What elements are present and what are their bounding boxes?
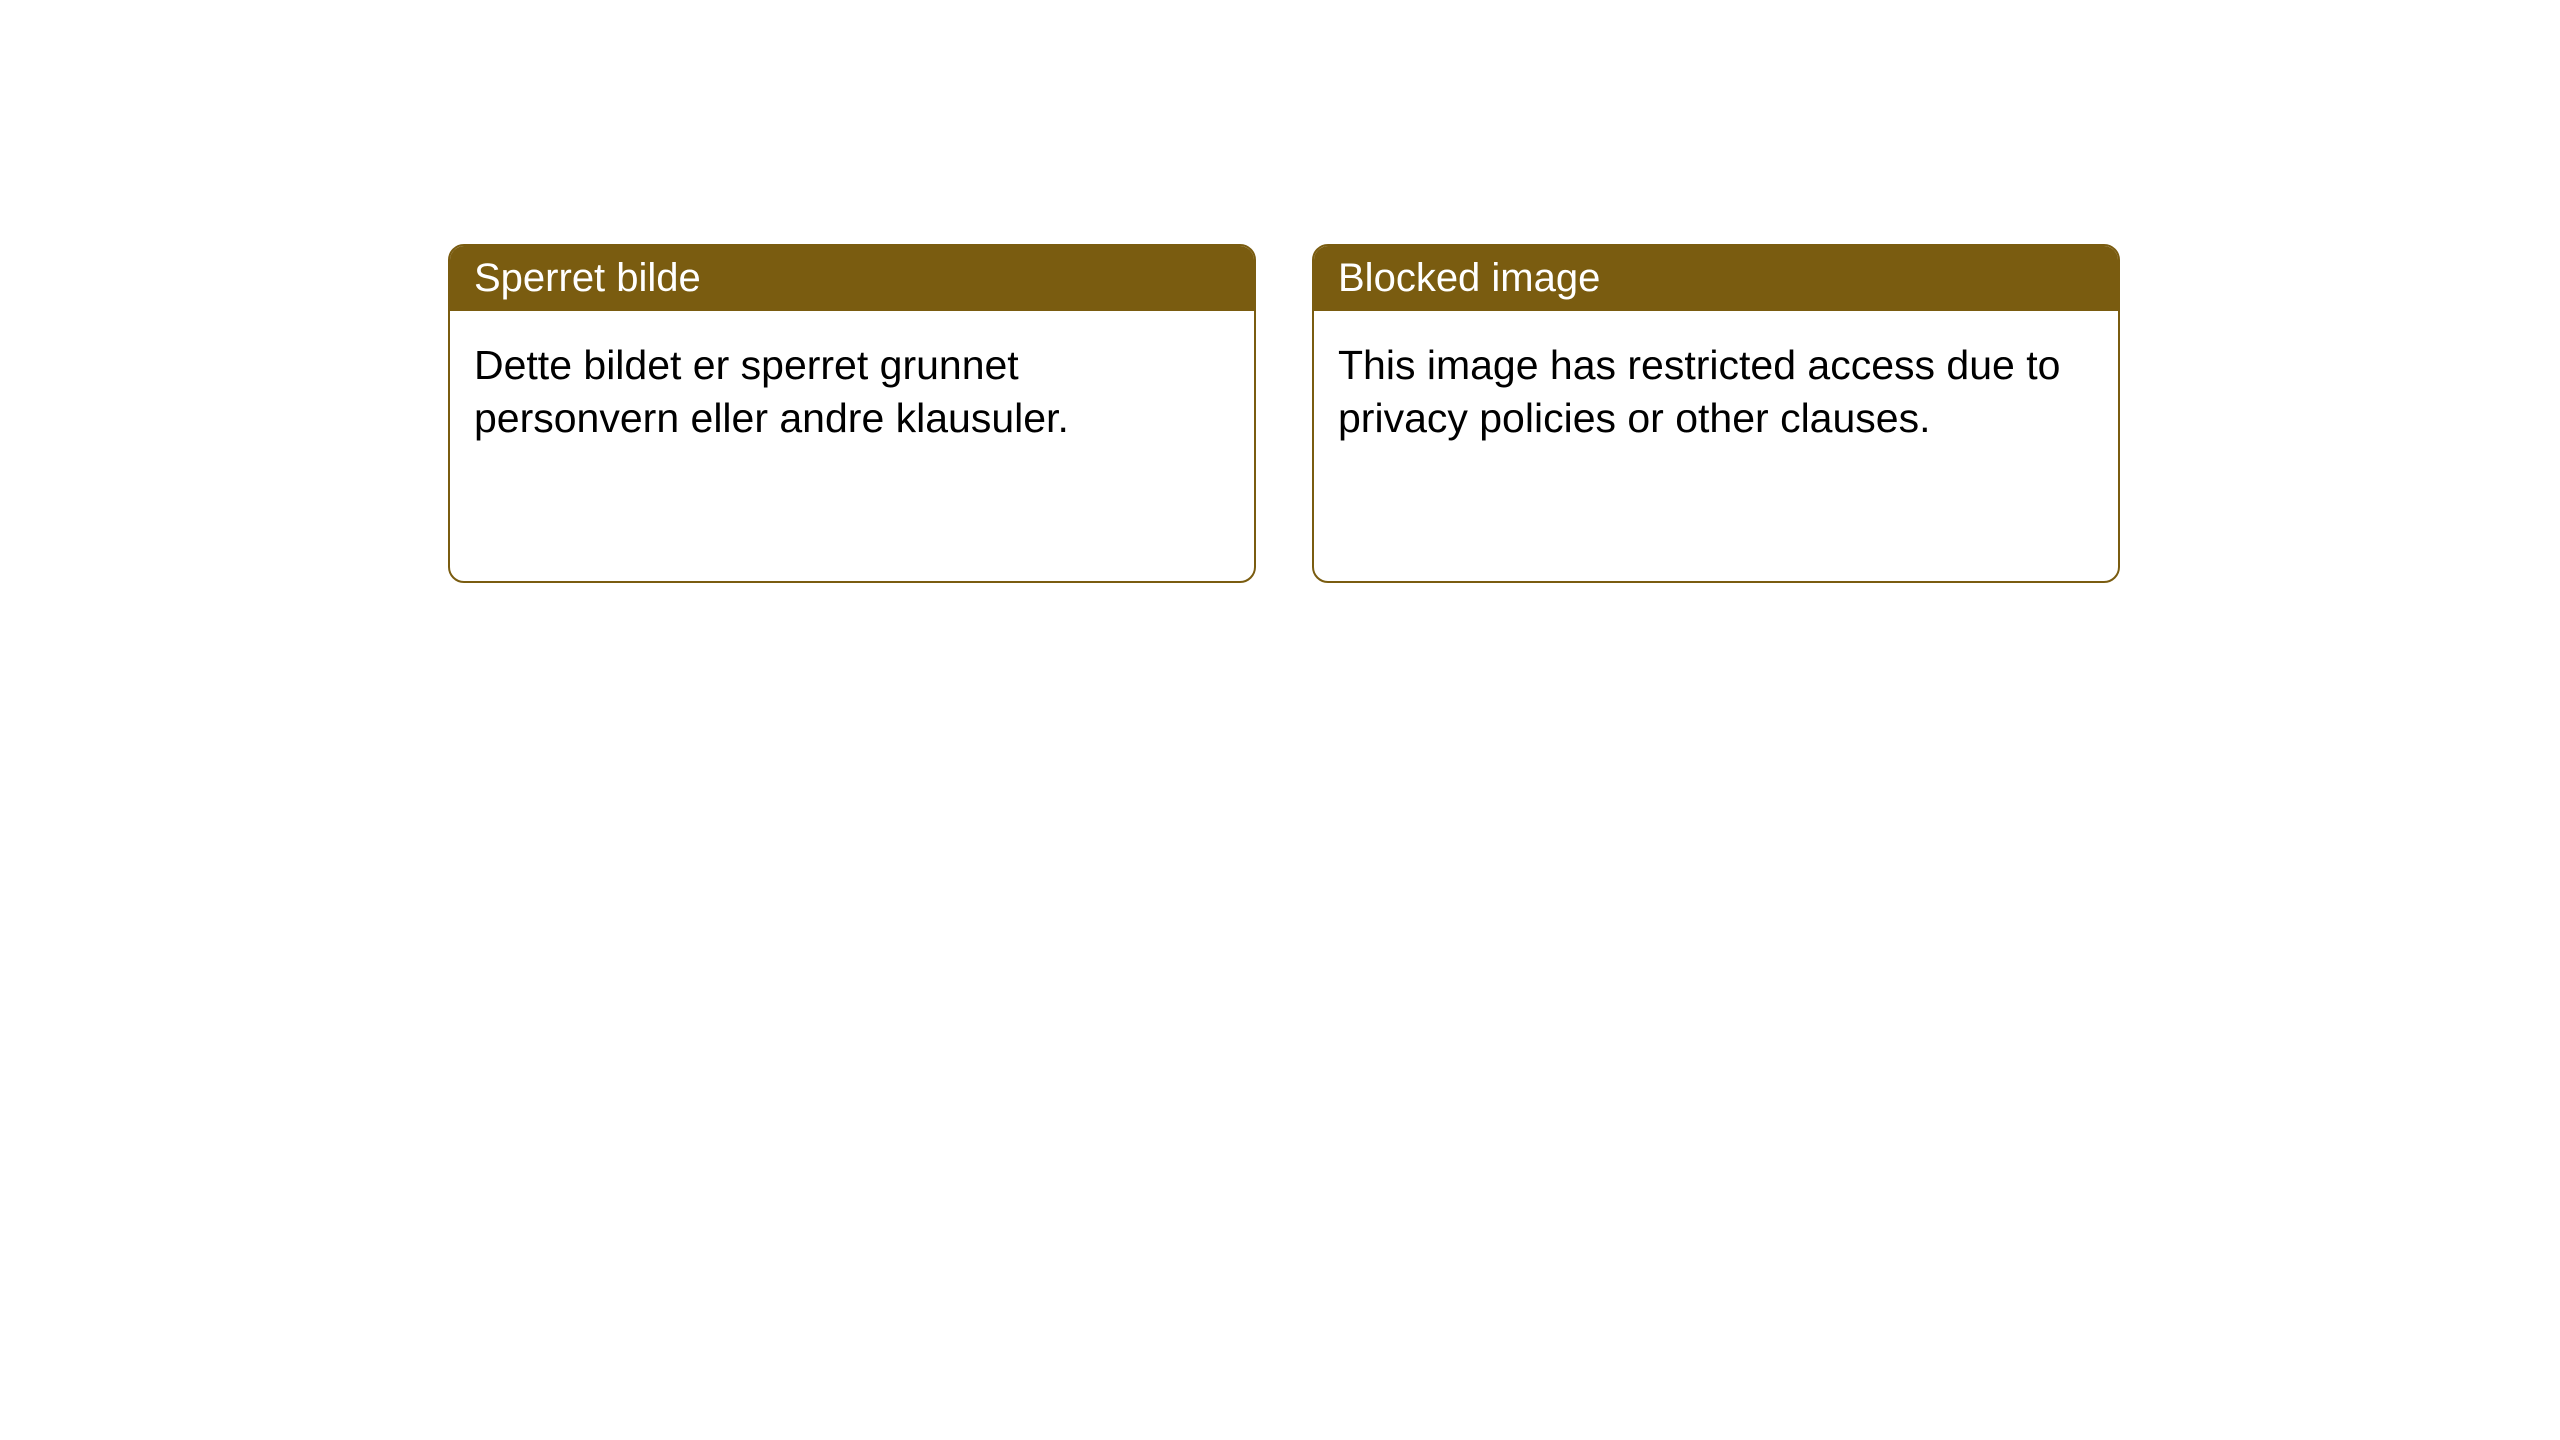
notice-card-norwegian: Sperret bilde Dette bildet er sperret gr… — [448, 244, 1256, 583]
notice-body: Dette bildet er sperret grunnet personve… — [450, 311, 1254, 581]
notice-container: Sperret bilde Dette bildet er sperret gr… — [448, 244, 2120, 583]
notice-title: Sperret bilde — [450, 246, 1254, 311]
notice-title: Blocked image — [1314, 246, 2118, 311]
notice-card-english: Blocked image This image has restricted … — [1312, 244, 2120, 583]
notice-body: This image has restricted access due to … — [1314, 311, 2118, 581]
